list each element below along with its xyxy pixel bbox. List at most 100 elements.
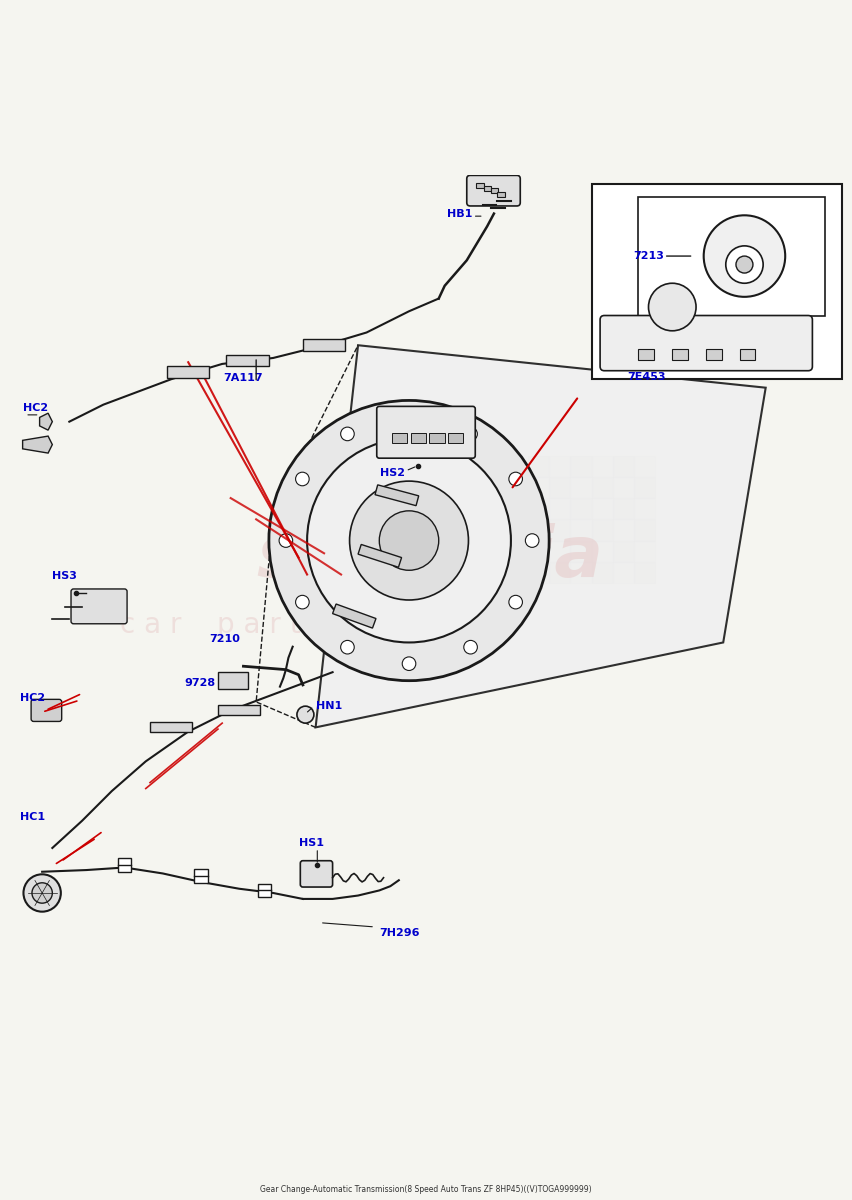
Circle shape xyxy=(463,427,477,440)
Bar xyxy=(570,540,591,562)
Bar xyxy=(634,456,655,476)
Bar xyxy=(740,349,756,360)
Circle shape xyxy=(269,401,550,680)
Text: HB1: HB1 xyxy=(447,209,473,218)
Bar xyxy=(613,476,634,498)
Text: HC1: HC1 xyxy=(20,811,45,822)
Bar xyxy=(392,433,407,443)
Bar xyxy=(613,540,634,562)
Text: scuderia: scuderia xyxy=(256,523,603,592)
Bar xyxy=(613,498,634,520)
Circle shape xyxy=(296,472,309,486)
Bar xyxy=(218,706,261,715)
Circle shape xyxy=(402,410,416,425)
Circle shape xyxy=(509,472,522,486)
Bar xyxy=(591,476,613,498)
FancyBboxPatch shape xyxy=(467,175,521,206)
Text: 7213: 7213 xyxy=(633,251,664,262)
Text: 7E453: 7E453 xyxy=(628,372,666,383)
Bar xyxy=(358,545,401,568)
Circle shape xyxy=(402,656,416,671)
Circle shape xyxy=(24,875,60,912)
Bar xyxy=(498,192,505,197)
Text: 7210: 7210 xyxy=(210,634,240,644)
Bar xyxy=(591,456,613,476)
Bar xyxy=(591,520,613,540)
Bar xyxy=(570,562,591,583)
Circle shape xyxy=(463,641,477,654)
Bar xyxy=(167,366,210,378)
Circle shape xyxy=(341,641,354,654)
Bar xyxy=(118,858,131,871)
Circle shape xyxy=(296,595,309,608)
Bar xyxy=(591,562,613,583)
Bar xyxy=(613,520,634,540)
Text: HS1: HS1 xyxy=(299,838,324,848)
Circle shape xyxy=(648,283,696,331)
Bar xyxy=(550,456,570,476)
Text: HS3: HS3 xyxy=(52,571,78,581)
Bar xyxy=(638,197,825,316)
Bar xyxy=(448,433,463,443)
Circle shape xyxy=(726,246,763,283)
Circle shape xyxy=(279,534,293,547)
Bar xyxy=(194,869,208,883)
Bar xyxy=(634,540,655,562)
Bar xyxy=(613,562,634,583)
Bar xyxy=(227,354,269,366)
Bar xyxy=(570,498,591,520)
Bar xyxy=(528,476,550,498)
FancyBboxPatch shape xyxy=(300,860,332,887)
Bar xyxy=(550,540,570,562)
Bar xyxy=(476,184,484,188)
Bar xyxy=(706,349,722,360)
Bar xyxy=(550,520,570,540)
Bar xyxy=(672,349,688,360)
Bar xyxy=(613,456,634,476)
Bar xyxy=(634,562,655,583)
Text: 7H296: 7H296 xyxy=(379,928,420,938)
Polygon shape xyxy=(315,346,766,727)
Polygon shape xyxy=(23,436,52,454)
Circle shape xyxy=(526,534,539,547)
Text: 7A117: 7A117 xyxy=(223,373,263,384)
Bar xyxy=(302,340,345,352)
Text: HC2: HC2 xyxy=(23,403,48,413)
Text: HC2: HC2 xyxy=(20,692,45,703)
Bar xyxy=(429,433,445,443)
Bar xyxy=(570,476,591,498)
Circle shape xyxy=(307,439,511,642)
Text: HS2: HS2 xyxy=(380,468,405,478)
Bar xyxy=(634,498,655,520)
Bar xyxy=(638,349,653,360)
Bar xyxy=(150,722,193,732)
Bar xyxy=(411,433,426,443)
Text: Gear Change-Automatic Transmission(8 Speed Auto Trans ZF 8HP45)((V)TOGA999999): Gear Change-Automatic Transmission(8 Spe… xyxy=(260,1186,592,1194)
Bar xyxy=(550,562,570,583)
Circle shape xyxy=(32,883,52,904)
FancyBboxPatch shape xyxy=(32,700,61,721)
Polygon shape xyxy=(39,413,52,430)
Bar xyxy=(591,184,842,379)
Circle shape xyxy=(509,595,522,608)
Bar xyxy=(591,540,613,562)
Bar xyxy=(332,604,376,628)
Bar xyxy=(484,186,492,191)
FancyBboxPatch shape xyxy=(71,589,127,624)
Bar xyxy=(528,520,550,540)
Circle shape xyxy=(736,256,753,274)
Circle shape xyxy=(296,706,314,724)
FancyBboxPatch shape xyxy=(377,407,475,458)
Circle shape xyxy=(341,427,354,440)
Bar xyxy=(491,188,498,193)
Bar xyxy=(550,498,570,520)
Bar xyxy=(258,883,272,898)
Bar xyxy=(528,540,550,562)
Circle shape xyxy=(379,511,439,570)
Bar xyxy=(570,520,591,540)
FancyBboxPatch shape xyxy=(600,316,813,371)
Circle shape xyxy=(349,481,469,600)
Text: c a r    p a r t s: c a r p a r t s xyxy=(120,612,325,640)
Bar xyxy=(528,456,550,476)
Bar xyxy=(528,498,550,520)
